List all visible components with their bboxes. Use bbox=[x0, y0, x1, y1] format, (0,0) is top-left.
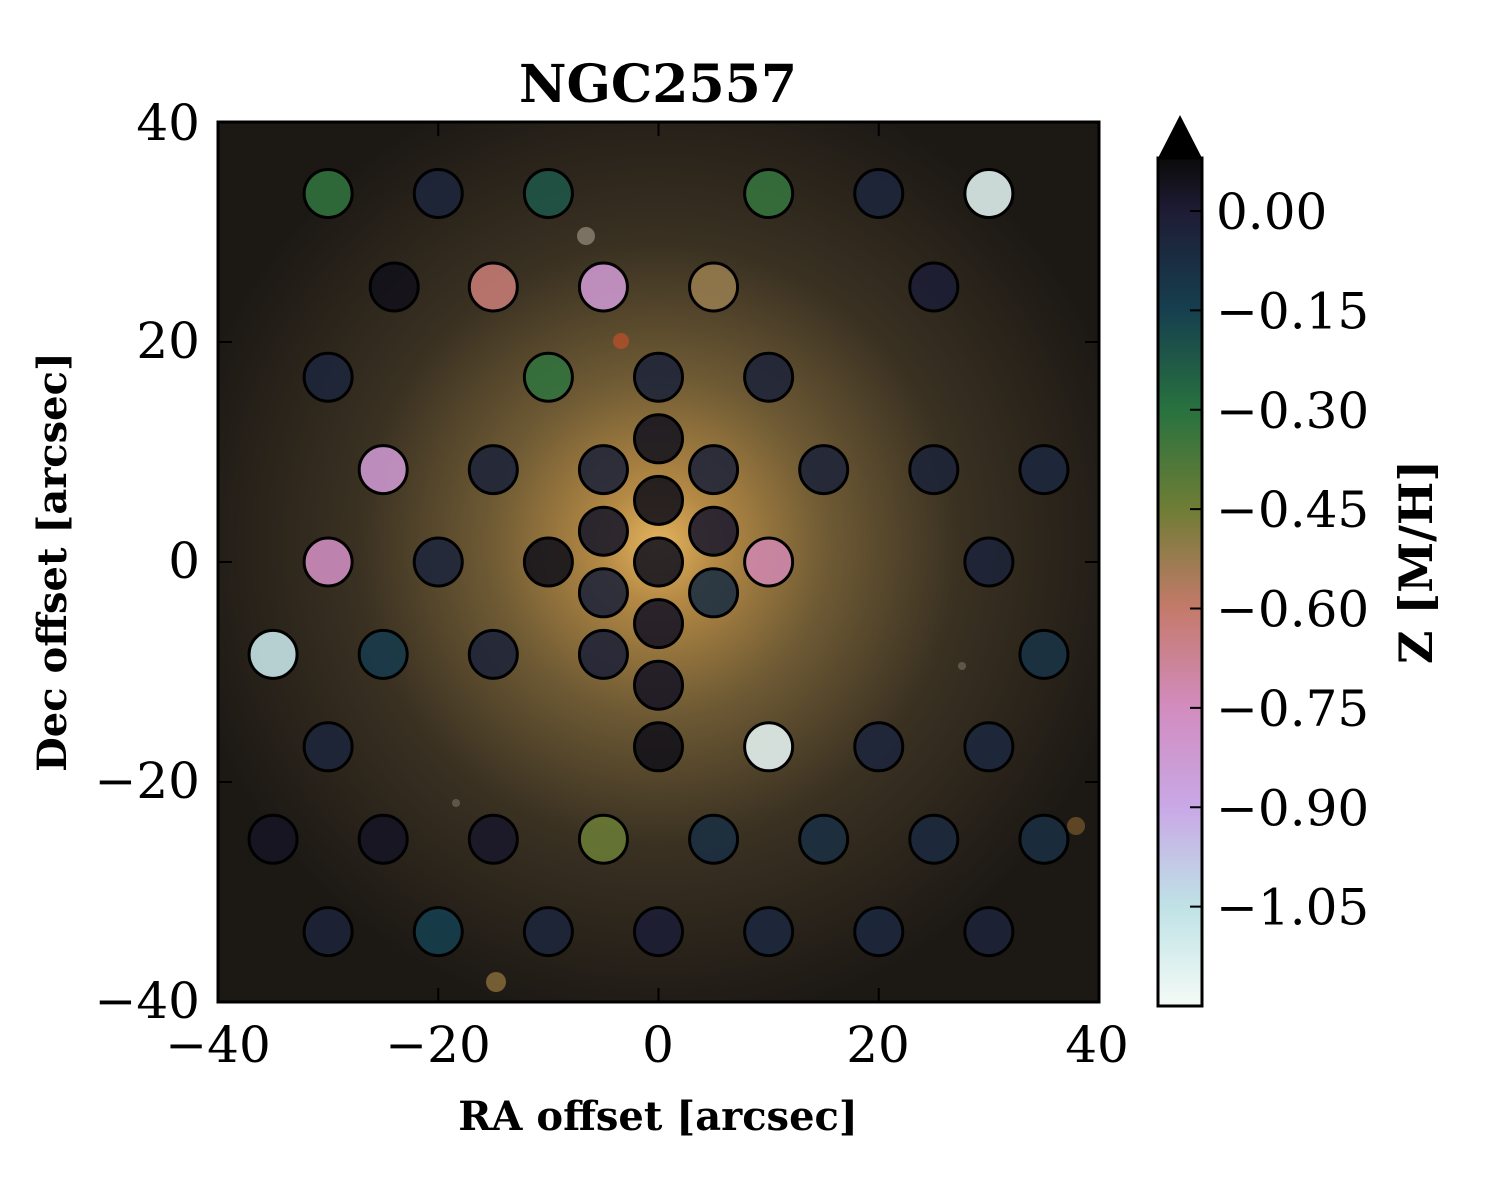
colorbar-tick-label: −0.15 bbox=[1216, 282, 1369, 340]
data-point bbox=[1018, 813, 1070, 865]
data-point bbox=[368, 261, 420, 313]
y-tick-label: 20 bbox=[136, 312, 200, 370]
data-point bbox=[302, 351, 354, 403]
data-point bbox=[522, 536, 574, 588]
data-point bbox=[633, 413, 684, 465]
data-point bbox=[467, 444, 519, 496]
plot-area bbox=[216, 120, 1101, 1004]
y-tick-label: −20 bbox=[94, 752, 200, 810]
data-point bbox=[577, 628, 629, 680]
data-point bbox=[963, 906, 1015, 958]
colorbar: 0.00−0.15−0.30−0.45−0.60−0.75−0.90−1.05 … bbox=[1156, 115, 1443, 1008]
data-point bbox=[1018, 628, 1070, 680]
y-axis: −40 −20 0 20 40 Dec offset [arcsec] bbox=[29, 94, 200, 1030]
data-point bbox=[577, 444, 629, 496]
data-point bbox=[633, 659, 684, 711]
data-point bbox=[302, 906, 354, 958]
data-point bbox=[743, 721, 795, 773]
data-point bbox=[798, 813, 850, 865]
y-tick-label: 0 bbox=[168, 532, 200, 590]
data-point bbox=[688, 567, 740, 619]
data-point bbox=[798, 444, 850, 496]
data-point bbox=[743, 351, 795, 403]
data-point bbox=[908, 261, 960, 313]
data-point bbox=[963, 168, 1015, 219]
data-point bbox=[302, 721, 354, 773]
data-point bbox=[633, 536, 684, 588]
chart-title: NGC2557 bbox=[519, 54, 797, 115]
data-point bbox=[357, 813, 409, 865]
colorbar-tick-label: −0.75 bbox=[1216, 680, 1369, 738]
colorbar-frame bbox=[1156, 156, 1204, 1008]
data-point bbox=[247, 813, 299, 865]
data-point bbox=[633, 906, 684, 958]
data-point bbox=[412, 536, 464, 588]
data-point bbox=[247, 628, 299, 680]
y-tick-label: 40 bbox=[136, 94, 200, 152]
x-tick-label: 20 bbox=[846, 1016, 910, 1074]
x-axis: −40 −20 0 20 40 RA offset [arcsec] bbox=[165, 1016, 1129, 1140]
data-point bbox=[908, 444, 960, 496]
data-point bbox=[412, 906, 464, 958]
data-point bbox=[467, 261, 519, 313]
data-point bbox=[357, 444, 409, 496]
colorbar-tick-label: −0.30 bbox=[1216, 382, 1369, 440]
background-stars bbox=[452, 227, 1085, 992]
data-point bbox=[688, 261, 740, 313]
data-point bbox=[577, 567, 629, 619]
data-point bbox=[963, 536, 1015, 588]
data-point bbox=[908, 813, 960, 865]
data-point bbox=[743, 536, 795, 588]
data-point bbox=[522, 168, 574, 219]
plot-ticks bbox=[217, 121, 1100, 1003]
y-axis-label: Dec offset [arcsec] bbox=[29, 352, 76, 772]
data-point bbox=[302, 536, 354, 588]
x-tick-label: −40 bbox=[165, 1016, 271, 1074]
data-point bbox=[522, 351, 574, 403]
data-point bbox=[853, 168, 905, 219]
data-point bbox=[743, 906, 795, 958]
data-point bbox=[853, 721, 905, 773]
colorbar-gradient bbox=[1158, 158, 1202, 1006]
data-point bbox=[633, 351, 684, 403]
data-point bbox=[963, 721, 1015, 773]
data-point bbox=[577, 505, 629, 557]
colorbar-tick-label: −1.05 bbox=[1216, 879, 1369, 937]
data-point bbox=[743, 168, 795, 219]
colorbar-tick-label: −0.45 bbox=[1216, 481, 1369, 539]
x-tick-label: 0 bbox=[642, 1016, 674, 1074]
x-tick-label: 40 bbox=[1065, 1016, 1129, 1074]
data-point bbox=[1018, 444, 1070, 496]
data-point bbox=[633, 474, 684, 526]
data-point bbox=[522, 906, 574, 958]
data-point bbox=[853, 906, 905, 958]
data-point bbox=[688, 505, 740, 557]
data-point bbox=[467, 813, 519, 865]
colorbar-tick-label: 0.00 bbox=[1216, 183, 1327, 241]
colorbar-ticks: 0.00 −0.15 −0.30 −0.45 −0.60 −0.75 −0.90 −1.05 bbox=[1190, 183, 1369, 937]
y-tick-label: −40 bbox=[94, 972, 200, 1030]
data-point bbox=[633, 721, 684, 773]
data-point bbox=[357, 628, 409, 680]
colorbar-label: Z [M/H] bbox=[1389, 460, 1443, 664]
data-point bbox=[302, 168, 354, 219]
data-point bbox=[467, 628, 519, 680]
x-tick-label: −20 bbox=[385, 1016, 491, 1074]
data-point bbox=[577, 813, 629, 865]
data-point bbox=[577, 261, 629, 313]
colorbar-tick-label: −0.90 bbox=[1216, 779, 1369, 837]
data-point bbox=[688, 444, 740, 496]
x-axis-label: RA offset [arcsec] bbox=[458, 1093, 858, 1140]
data-point bbox=[633, 598, 684, 650]
data-point bbox=[688, 813, 740, 865]
colorbar-tick-label: −0.60 bbox=[1216, 581, 1369, 639]
data-point bbox=[412, 168, 464, 219]
colorbar-extend-arrow bbox=[1158, 115, 1202, 158]
data-points bbox=[247, 168, 1070, 958]
